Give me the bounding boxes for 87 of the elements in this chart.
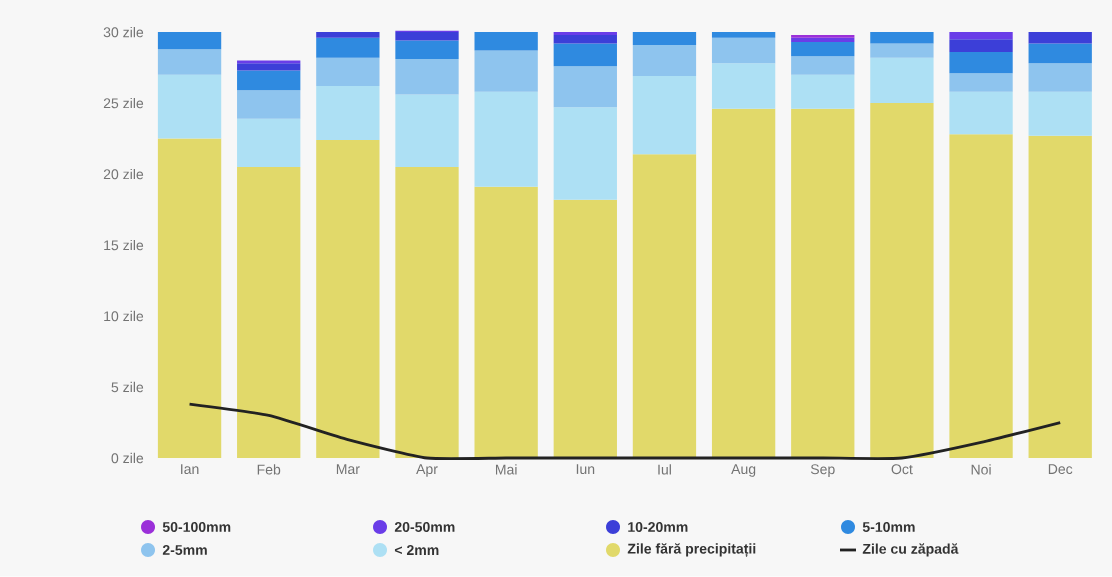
x-tick-label: Apr (416, 464, 438, 477)
line-series (188, 402, 1062, 461)
bar (632, 76, 697, 155)
bar (474, 91, 538, 187)
bar (1028, 91, 1092, 136)
bar (791, 42, 855, 57)
bar (316, 86, 380, 140)
x-tick-label: Sep (810, 464, 835, 477)
bar (316, 140, 380, 459)
bar (395, 59, 459, 95)
bar (316, 32, 380, 38)
bar (791, 108, 855, 459)
bar (553, 107, 617, 200)
legend-label: 50-100mm (162, 522, 231, 532)
bar (1028, 135, 1092, 459)
bar (949, 51, 1013, 74)
bar (553, 66, 617, 108)
bar (474, 50, 538, 92)
legend-label: 5-10mm (862, 522, 915, 532)
legend-label: 2-5mm (162, 545, 207, 555)
bar (395, 166, 459, 459)
bar (1028, 43, 1092, 64)
bar (949, 91, 1013, 135)
bar (237, 63, 301, 71)
x-tick-label: Ian (181, 464, 199, 475)
bar (553, 199, 617, 459)
bar (395, 40, 459, 60)
bar (237, 166, 301, 459)
bar (157, 49, 222, 75)
bar (870, 43, 934, 58)
bar (1028, 63, 1092, 92)
x-tick-label: Mar (336, 464, 360, 475)
bar (632, 154, 697, 459)
bar (157, 138, 222, 459)
bar (237, 70, 301, 91)
bar (949, 32, 1013, 40)
x-tick-label: Noi (971, 464, 991, 475)
legend-label: Zile fără precipitații (627, 543, 756, 557)
bar (1028, 32, 1092, 44)
x-tick-label: Dec (1048, 464, 1073, 475)
bar (157, 32, 222, 50)
bar (949, 39, 1013, 52)
bar (711, 32, 776, 38)
bar (553, 34, 617, 44)
legend-label: 20-50mm (394, 522, 455, 532)
y-tick-label: 15 zile (104, 239, 144, 251)
bar (791, 74, 855, 109)
legend-label: 10-20mm (628, 522, 688, 532)
x-tick-label: Iul (658, 464, 671, 475)
bar (237, 90, 301, 119)
bar (632, 32, 697, 45)
bar (791, 37, 855, 43)
y-tick-label: 20 zile (103, 168, 144, 180)
bar (316, 57, 380, 87)
bar (237, 60, 301, 64)
bar (395, 94, 459, 167)
bar (949, 73, 1013, 92)
bar (791, 34, 855, 38)
y-tick-label: 25 zile (103, 97, 144, 109)
y-tick-label: 10 zile (104, 310, 144, 322)
bar (711, 37, 776, 64)
bar (316, 37, 380, 58)
bar (870, 57, 934, 104)
bar (791, 56, 855, 75)
bar (870, 103, 934, 459)
bar (553, 32, 617, 35)
legend-label: < 2mm (394, 545, 439, 555)
bar (553, 43, 617, 67)
x-tick-label: Iun (576, 464, 595, 475)
bar (395, 32, 459, 41)
x-tick-label: Oct (891, 464, 913, 475)
bar (949, 134, 1013, 459)
bar (632, 44, 697, 77)
bar (474, 186, 538, 459)
y-tick-label: 0 zile (111, 452, 144, 464)
x-tick-label: Aug (731, 464, 756, 477)
y-tick-label: 5 zile (111, 381, 144, 393)
bar (711, 63, 776, 109)
bar (711, 108, 776, 459)
x-tick-label: Feb (257, 464, 281, 475)
bar (870, 32, 934, 44)
bar (474, 32, 538, 51)
bar (237, 118, 301, 167)
y-tick-label: 30 zile (103, 26, 144, 38)
legend-label: Zile cu zăpadă (862, 543, 959, 557)
x-tick-label: Mai (495, 464, 517, 475)
bar (157, 74, 222, 139)
